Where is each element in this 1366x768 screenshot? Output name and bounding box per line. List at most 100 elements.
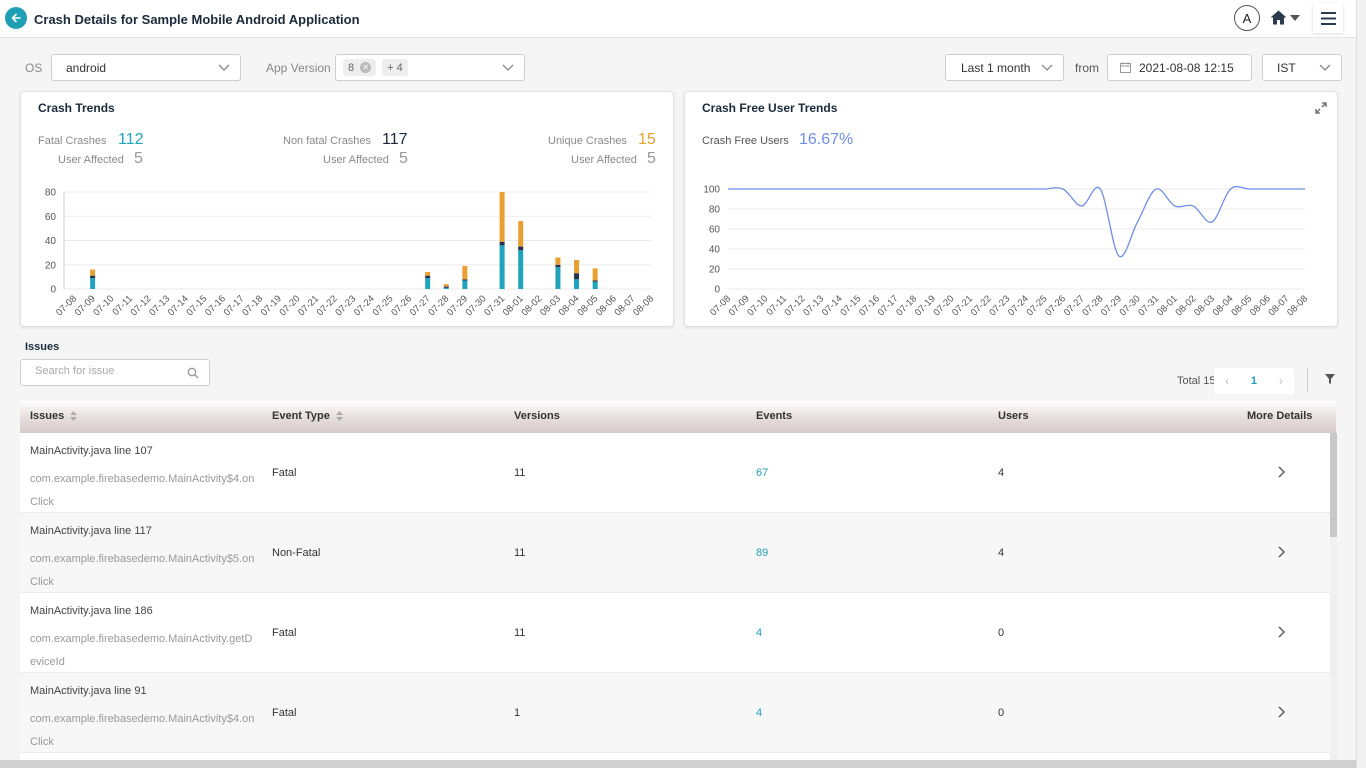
- scrollbar-thumb[interactable]: [1330, 433, 1337, 537]
- bar-segment: [518, 246, 524, 251]
- next-page-icon[interactable]: ›: [1279, 374, 1283, 388]
- chevron-down-icon: [218, 64, 230, 71]
- issue-title[interactable]: MainActivity.java line 186: [30, 605, 153, 617]
- hamburger-menu-button[interactable]: [1313, 3, 1343, 33]
- remove-chip-icon[interactable]: ✕: [360, 62, 372, 73]
- bar-segment: [592, 281, 598, 289]
- timezone-select[interactable]: IST: [1262, 54, 1342, 81]
- x-tick-label: 08-01: [1155, 293, 1180, 318]
- x-tick-label: 07-28: [426, 293, 451, 318]
- y-tick-label: 20: [45, 260, 57, 271]
- top-bar: Crash Details for Sample Mobile Android …: [0, 0, 1356, 38]
- col-event-type[interactable]: Event Type: [272, 410, 344, 422]
- os-label: OS: [25, 61, 43, 75]
- x-tick-label: 07-15: [838, 293, 863, 318]
- chevron-right-icon[interactable]: [1277, 466, 1285, 478]
- x-tick-label: 07-13: [801, 293, 826, 318]
- search-icon[interactable]: [187, 367, 199, 379]
- chevron-right-icon[interactable]: [1277, 626, 1285, 638]
- x-tick-label: 08-06: [594, 293, 619, 318]
- x-tick-label: 08-02: [519, 293, 544, 318]
- crash-free-users-value: 16.67%: [799, 131, 854, 148]
- bar-segment: [555, 264, 561, 268]
- chevron-right-icon[interactable]: [1277, 546, 1285, 558]
- range-select[interactable]: Last 1 month: [945, 54, 1064, 81]
- sort-icon[interactable]: [69, 410, 78, 422]
- issue-title[interactable]: MainActivity.java line 107: [30, 445, 153, 457]
- table-scrollbar[interactable]: [1330, 433, 1337, 760]
- bar-segment: [425, 275, 431, 279]
- more-versions-chip[interactable]: + 4: [382, 59, 408, 76]
- app-version-select[interactable]: 8 ✕ + 4: [335, 54, 525, 81]
- horizontal-scrollbar[interactable]: [0, 760, 1356, 768]
- x-tick-label: 07-18: [240, 293, 265, 318]
- x-tick-label: 07-19: [259, 293, 284, 318]
- nonfatal-crashes-value: 117: [382, 131, 408, 148]
- table-row[interactable]: MainActivity.java line 117 com.example.f…: [20, 513, 1330, 593]
- table-row[interactable]: MainActivity.java line 186 com.example.f…: [20, 593, 1330, 673]
- pagination: ‹ 1 ›: [1214, 368, 1294, 394]
- users-count: 0: [998, 627, 1005, 639]
- x-tick-label: 07-09: [73, 293, 98, 318]
- bar-segment: [443, 287, 449, 289]
- issue-search[interactable]: [20, 359, 210, 386]
- x-tick-label: 07-29: [1099, 293, 1124, 318]
- x-tick-label: 07-30: [464, 293, 489, 318]
- fatal-crashes-label: Fatal Crashes: [38, 135, 107, 147]
- x-tick-label: 07-16: [203, 293, 228, 318]
- events-count[interactable]: 67: [756, 467, 769, 479]
- x-tick-label: 08-04: [557, 293, 582, 318]
- event-type: Non-Fatal: [272, 547, 321, 559]
- x-tick-label: 08-07: [613, 293, 638, 318]
- unique-crashes-label: Unique Crashes: [548, 135, 627, 147]
- x-tick-label: 07-28: [1080, 293, 1105, 318]
- x-tick-label: 07-20: [932, 293, 957, 318]
- prev-page-icon[interactable]: ‹: [1224, 374, 1229, 388]
- x-tick-label: 08-08: [1285, 293, 1310, 318]
- col-issues[interactable]: Issues: [30, 410, 78, 422]
- y-tick-label: 60: [45, 212, 57, 223]
- events-count[interactable]: 89: [756, 547, 769, 559]
- bar-segment: [443, 284, 449, 287]
- expand-icon[interactable]: [1315, 102, 1327, 114]
- table-row[interactable]: MainActivity.java line 91 com.example.fi…: [20, 673, 1330, 753]
- unique-users-label: User Affected: [571, 154, 637, 166]
- issue-title[interactable]: MainActivity.java line 91: [30, 685, 147, 697]
- issue-title[interactable]: MainActivity.java line 117: [30, 525, 152, 537]
- crash-trends-chart: 02040608007-0807-0907-1007-1107-1207-130…: [45, 188, 656, 319]
- table-row[interactable]: MainActivity.java line 107 com.example.f…: [20, 433, 1330, 513]
- crash-trends-card: Crash Trends Fatal Crashes 112 User Affe…: [20, 91, 674, 327]
- versions: 11: [514, 547, 526, 559]
- events-count[interactable]: 4: [756, 627, 763, 639]
- search-input[interactable]: [35, 365, 185, 377]
- x-tick-label: 07-13: [147, 293, 172, 318]
- total-count: Total 15: [1177, 375, 1216, 387]
- version-chip[interactable]: 8 ✕: [343, 59, 377, 76]
- timezone-value: IST: [1277, 60, 1296, 75]
- versions: 11: [514, 627, 526, 639]
- filter-icon[interactable]: [1325, 374, 1335, 384]
- x-tick-label: 07-23: [987, 293, 1012, 318]
- bar-segment: [462, 280, 468, 289]
- unique-crashes-value: 15: [638, 131, 656, 148]
- os-select[interactable]: android: [51, 54, 241, 81]
- arrow-left-icon: [11, 13, 21, 23]
- from-date-input[interactable]: 2021-08-08 12:15: [1107, 54, 1252, 81]
- bar-segment: [425, 278, 431, 289]
- events-count[interactable]: 4: [756, 707, 763, 719]
- bar-segment: [499, 241, 505, 246]
- current-page[interactable]: 1: [1250, 375, 1258, 387]
- x-tick-label: 07-23: [333, 293, 358, 318]
- x-tick-label: 07-18: [894, 293, 919, 318]
- x-tick-label: 07-22: [969, 293, 994, 318]
- issue-subtitle: com.example.firebasedemo.MainActivity$5.…: [30, 553, 255, 588]
- back-button[interactable]: [5, 7, 27, 29]
- avatar[interactable]: A: [1234, 5, 1260, 31]
- event-type: Fatal: [272, 707, 297, 719]
- chevron-right-icon[interactable]: [1277, 706, 1285, 718]
- page-scrollbar[interactable]: [1356, 0, 1366, 768]
- sort-icon[interactable]: [335, 410, 344, 422]
- home-menu-button[interactable]: [1270, 10, 1300, 25]
- bar-segment: [592, 280, 598, 282]
- y-tick-label: 0: [714, 285, 720, 296]
